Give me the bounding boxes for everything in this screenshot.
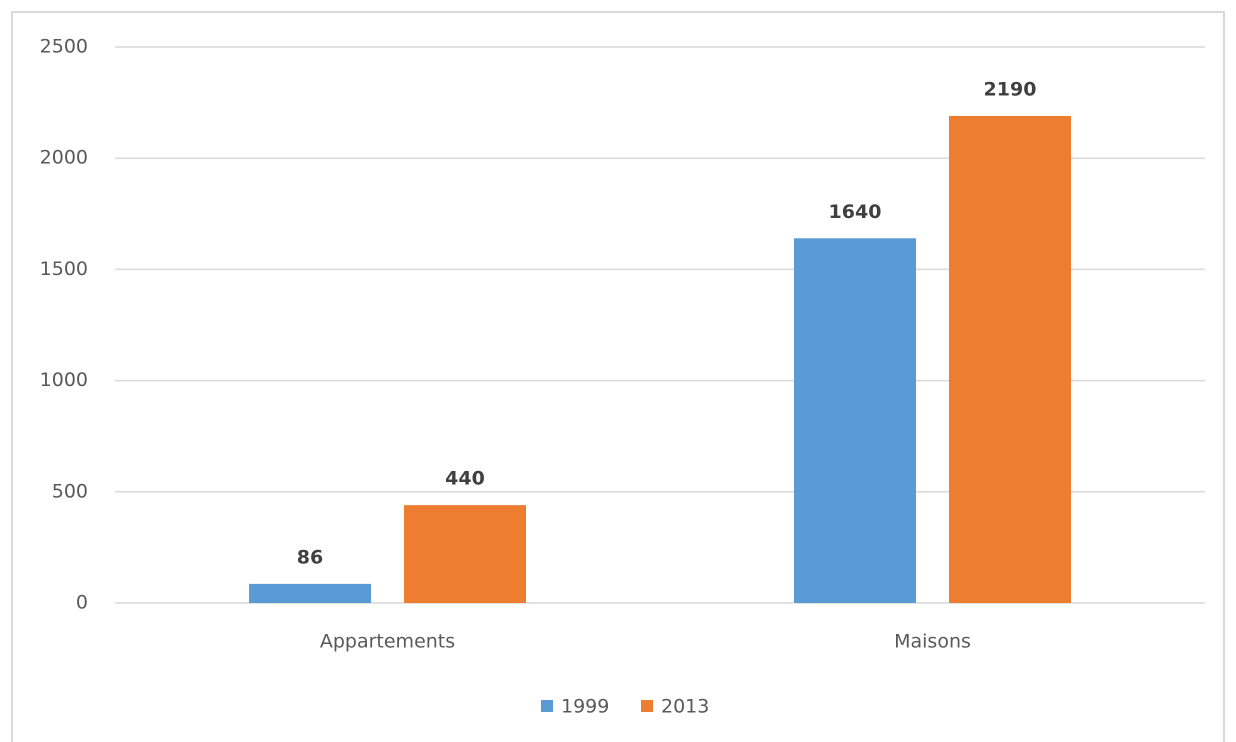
data-label: 1640 [829,201,882,223]
bar [949,115,1071,603]
y-tick-label: 500 [52,480,88,502]
data-label: 2190 [984,78,1037,100]
y-tick-label: 2500 [40,36,88,58]
bar [794,238,916,603]
legend-label: 1999 [561,696,609,718]
y-tick-label: 0 [76,592,88,614]
y-tick-label: 1000 [40,369,88,391]
x-tick-label: Maisons [894,631,971,653]
y-tick-label: 2000 [40,147,88,169]
legend-swatch [641,700,653,712]
x-tick-label: Appartements [320,631,455,653]
legend-label: 2013 [661,696,709,718]
data-label: 86 [297,546,323,568]
data-label: 440 [445,468,485,490]
legend-swatch [541,700,553,712]
y-tick-label: 1500 [40,258,88,280]
bar [404,505,526,603]
bar [249,583,371,603]
